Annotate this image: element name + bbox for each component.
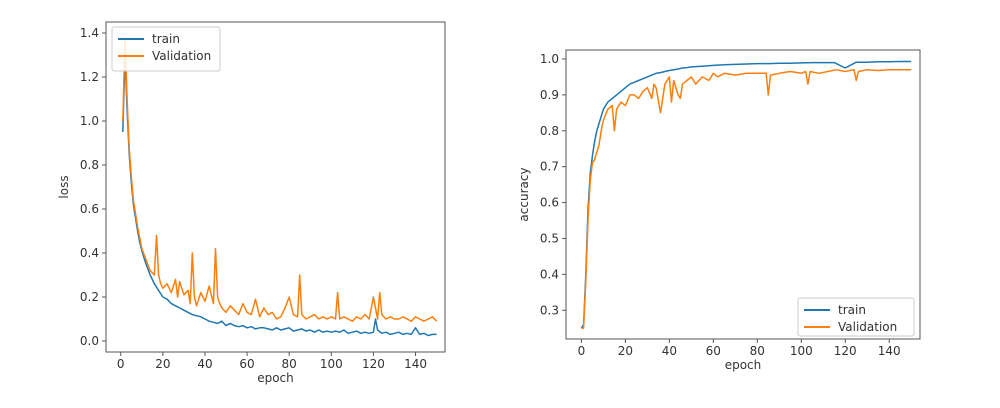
loss-y-tick-label: 0.4 <box>80 246 99 260</box>
loss-x-tick-label: 140 <box>404 357 427 371</box>
accuracy-y-tick-label: 0.6 <box>540 196 559 210</box>
loss-plot-frame <box>105 21 446 353</box>
accuracy-legend-label-train: train <box>838 303 866 317</box>
loss-y-tick-label: 1.4 <box>80 26 99 40</box>
accuracy-x-tick-label: 80 <box>750 344 765 358</box>
accuracy-x-tick-label: 60 <box>706 344 721 358</box>
loss-series-train-line <box>122 54 437 337</box>
loss-x-tick-label: 60 <box>239 357 254 371</box>
accuracy-plot-frame <box>565 49 921 340</box>
loss-legend-label-validation: Validation <box>152 49 211 63</box>
loss-y-tick-label: 0.0 <box>80 334 99 348</box>
loss-x-tick-label: 120 <box>362 357 385 371</box>
accuracy-series-validation-line <box>581 68 912 329</box>
loss-y-tick-label: 0.8 <box>80 158 99 172</box>
accuracy-legend: train Validation <box>797 297 915 337</box>
loss-x-axis-label: epoch <box>257 371 294 385</box>
accuracy-y-tick-label: 0.5 <box>540 231 559 245</box>
loss-y-tick-label: 1.2 <box>80 70 99 84</box>
accuracy-x-tick-label: 100 <box>790 344 813 358</box>
loss-x-tick-label: 20 <box>155 357 170 371</box>
accuracy-y-tick-label: 0.4 <box>540 267 559 281</box>
loss-legend: train Validation <box>111 26 221 72</box>
accuracy-y-tick-label: 0.8 <box>540 124 559 138</box>
accuracy-x-tick-label: 20 <box>618 344 633 358</box>
loss-series-validation-line <box>122 36 438 322</box>
accuracy-x-tick-label: 140 <box>878 344 901 358</box>
accuracy-x-tick-label: 40 <box>662 344 677 358</box>
accuracy-x-axis-label: epoch <box>725 358 762 372</box>
accuracy-series-train-line <box>580 60 912 329</box>
loss-chart: 0 20 40 60 80 100 120 140 0.0 0.2 0.4 0.6 0.8 1.0 1.2 1… <box>57 21 446 385</box>
loss-y-tick-label: 1.0 <box>80 114 99 128</box>
accuracy-y-tick-label: 0.3 <box>540 303 559 317</box>
accuracy-y-axis-label: accuracy <box>517 167 531 221</box>
loss-y-axis-label: loss <box>57 175 71 198</box>
loss-x-tick-label: 100 <box>320 357 343 371</box>
loss-legend-label-train: train <box>152 32 180 46</box>
accuracy-x-tick-label: 0 <box>578 344 586 358</box>
loss-y-tick-label: 0.2 <box>80 290 99 304</box>
accuracy-legend-label-validation: Validation <box>838 320 897 334</box>
accuracy-y-tick-label: 0.9 <box>540 88 559 102</box>
loss-x-tick-label: 80 <box>282 357 297 371</box>
loss-x-tick-label: 40 <box>197 357 212 371</box>
accuracy-x-tick-label: 120 <box>834 344 857 358</box>
accuracy-chart: 0 20 40 60 80 100 120 140 0.3 0.4 0.5 0.6 0.7 0.8 0.9 1… <box>517 49 921 372</box>
loss-y-tick-label: 0.6 <box>80 202 99 216</box>
accuracy-y-tick-label: 1.0 <box>540 52 559 66</box>
accuracy-y-tick-label: 0.7 <box>540 160 559 174</box>
loss-x-tick-label: 0 <box>117 357 125 371</box>
